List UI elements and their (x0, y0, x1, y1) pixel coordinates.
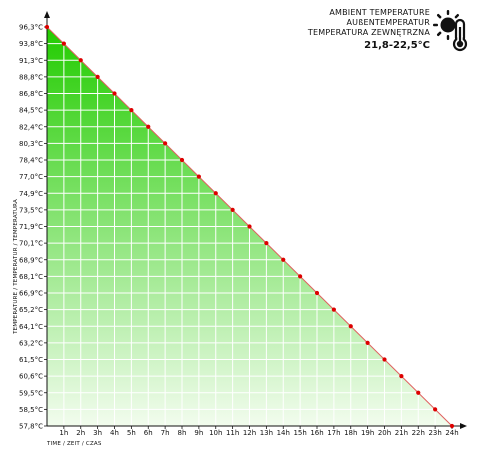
y-tick-label: 61,5°C (19, 356, 43, 364)
x-tick-label: 23h (428, 429, 441, 437)
legend-line-english: AMBIENT TEMPERATURE (329, 8, 430, 17)
y-tick-label: 59,5°C (19, 389, 43, 397)
x-tick-label: 19h (361, 429, 374, 437)
data-point (112, 91, 117, 96)
x-tick-label: 22h (412, 429, 425, 437)
y-tick-label: 57,8°C (19, 423, 43, 431)
data-point (433, 407, 438, 412)
data-point (129, 108, 134, 113)
y-tick-label: 68,9°C (19, 256, 43, 264)
x-tick-label: 21h (395, 429, 408, 437)
data-point (95, 74, 100, 79)
data-point (365, 340, 370, 345)
x-tick-label: 18h (344, 429, 357, 437)
data-point (78, 58, 83, 63)
x-tick-label: 11h (226, 429, 239, 437)
y-tick-label: 78,4°C (19, 157, 43, 165)
y-tick-label: 70,1°C (19, 240, 43, 248)
x-tick-label: 6h (144, 429, 153, 437)
y-tick-label: 66,9°C (19, 290, 43, 298)
x-tick-label: 13h (260, 429, 273, 437)
data-point (44, 24, 50, 30)
data-point (163, 141, 168, 146)
x-tick-label: 9h (194, 429, 203, 437)
x-tick-label: 5h (127, 429, 136, 437)
data-point (61, 41, 66, 46)
x-tick-label: 7h (161, 429, 170, 437)
data-point (264, 241, 269, 246)
y-tick-label: 82,4°C (19, 123, 43, 131)
legend: AMBIENT TEMPERATURE AUßENTEMPERATUR TEMP… (308, 8, 430, 53)
data-point (449, 423, 455, 429)
x-tick-label: 3h (93, 429, 102, 437)
data-point (348, 324, 353, 329)
y-tick-label: 96,3°C (19, 24, 43, 32)
y-tick-label: 80,3°C (19, 140, 43, 148)
data-points (44, 24, 455, 429)
legend-temperature-range: 21,8-22,5°C (364, 40, 430, 51)
y-tick-label: 68,1°C (19, 273, 43, 281)
y-tick-label: 60,6°C (19, 373, 43, 381)
y-tick-label: 73,5°C (19, 206, 43, 214)
x-tick-label: 15h (293, 429, 306, 437)
data-point (179, 157, 185, 163)
x-tick-label: 14h (277, 429, 290, 437)
chart-axes (44, 11, 467, 429)
y-tick-label: 91,3°C (19, 57, 43, 65)
y-tick-label: 88,8°C (19, 73, 43, 81)
y-tick-label: 86,8°C (19, 90, 43, 98)
x-tick-label: 8h (178, 429, 187, 437)
data-point (298, 274, 303, 279)
legend-line-polish: TEMPERATURA ZEWNĘTRZNA (307, 28, 430, 37)
data-point (382, 357, 387, 362)
data-point (281, 257, 286, 262)
data-point (230, 207, 235, 212)
y-axis-title: TEMPERATURE / TEMPERATUR / TEMPERATURA (13, 199, 19, 335)
x-tick-label: 1h (59, 429, 68, 437)
data-point (399, 374, 404, 379)
y-tick-label: 93,8°C (19, 40, 43, 48)
x-tick-label: 17h (327, 429, 340, 437)
data-point (314, 290, 320, 296)
x-tick-label: 24h (445, 429, 458, 437)
x-tick-label: 2h (76, 429, 85, 437)
y-axis-arrow (44, 11, 50, 18)
x-tick-label: 12h (243, 429, 256, 437)
x-tick-label: 4h (110, 429, 119, 437)
data-point (247, 224, 252, 229)
y-tick-label: 65,2°C (19, 306, 43, 314)
x-axis-ticks: 1h 2h 3h 4h 5h 6h 7h 8h 9h 10h 11h 12h 13h 14h 15h 16h 1… (59, 426, 459, 437)
sun-thermometer-icon (433, 10, 468, 52)
y-axis-ticks: 57,8°C 58,5°C 59,5°C 60,6°C 61,5°C 63,2°C 64,1… (19, 24, 47, 431)
y-tick-label: 58,5°C (19, 406, 43, 414)
x-tick-label: 16h (310, 429, 323, 437)
y-tick-label: 64,1°C (19, 323, 43, 331)
x-tick-label: 10h (209, 429, 222, 437)
data-point (196, 174, 201, 179)
y-tick-label: 71,9°C (19, 223, 43, 231)
data-point (213, 191, 218, 196)
y-tick-label: 84,5°C (19, 107, 43, 115)
x-tick-label: 20h (378, 429, 391, 437)
x-axis-title: TIME / ZEIT / CZAS (46, 441, 102, 447)
y-tick-label: 74,9°C (19, 190, 43, 198)
data-point (331, 307, 336, 312)
y-tick-label: 77,0°C (19, 173, 43, 181)
data-point (416, 390, 421, 395)
x-axis-arrow (460, 423, 467, 429)
data-point (146, 124, 151, 129)
legend-line-german: AUßENTEMPERATUR (346, 18, 430, 27)
y-tick-label: 63,2°C (19, 339, 43, 347)
